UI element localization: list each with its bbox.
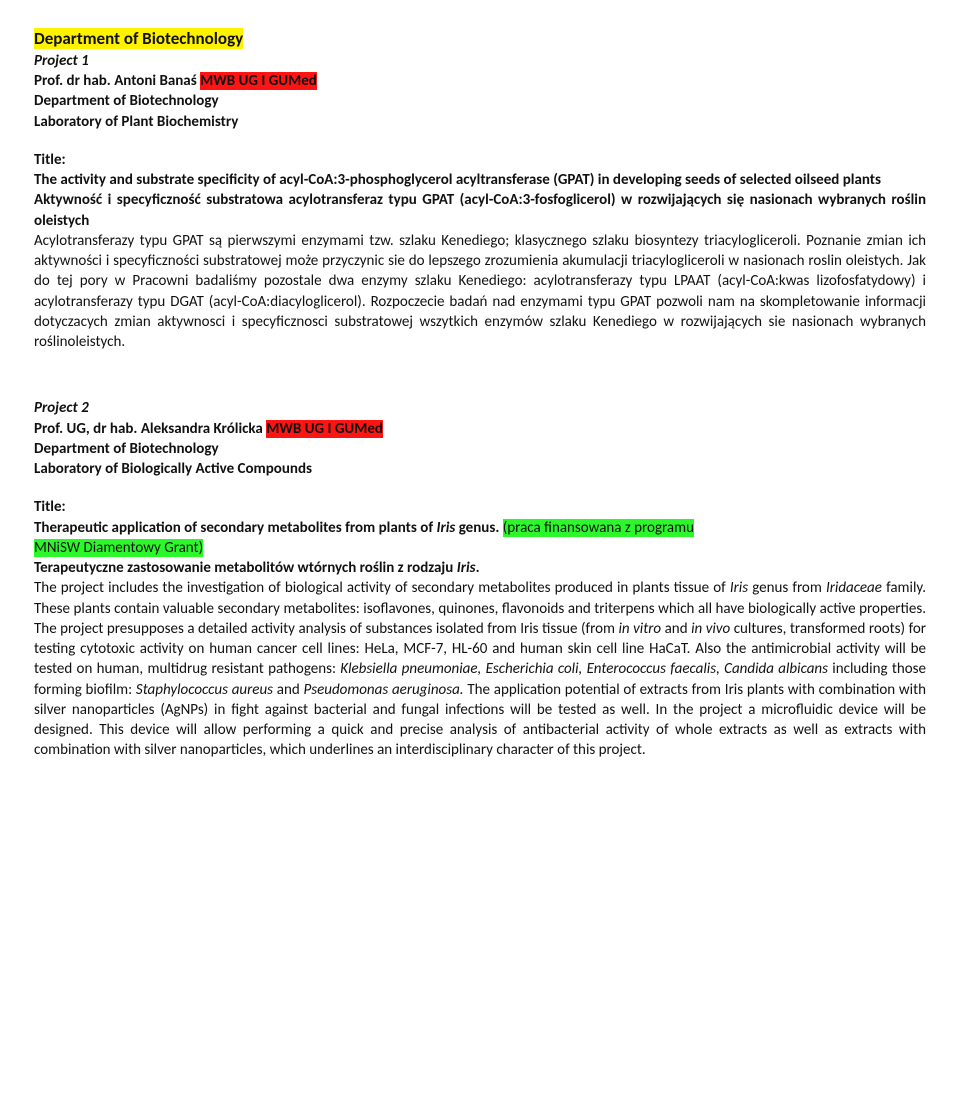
project-2-laboratory: Laboratory of Biologically Active Compou… [34,459,926,479]
title-en-text-pre: Therapeutic application of secondary met… [34,519,436,537]
project-2-heading: Project 2 [34,398,926,418]
funding-highlight-1: (praca finansowana z programu [503,519,694,537]
body-seg-7: and [273,681,303,699]
title-pl-iris: Iris [457,559,476,577]
project-1-laboratory: Laboratory of Plant Biochemistry [34,112,926,132]
title-pl-text-post: . [476,559,480,577]
page-title: Department of Biotechnology [34,28,926,51]
funding-highlight-2: MNiSW Diamentowy Grant) [34,539,203,557]
spacer [34,380,926,398]
project-1-professor: Prof. dr hab. Antoni Banaś MWB UG I GUMe… [34,71,926,91]
body-iridaceae: Iridaceae [826,579,882,597]
title-pl-text-pre: Terapeutyczne zastosowanie metabolitów w… [34,559,457,577]
body-seg-1: The project includes the investigation o… [34,579,730,597]
project-1-title-en: The activity and substrate specificity o… [34,170,926,190]
body-pathogens-1: Klebsiella pneumoniae, Escherichia coli,… [340,660,828,678]
project-1-professor-name: Prof. dr hab. Antoni Banaś [34,72,200,90]
funding-line-2: MNiSW Diamentowy Grant) [34,538,926,558]
project-2-professor-name: Prof. UG, dr hab. Aleksandra Królicka [34,420,266,438]
project-1-body: Acylotransferazy typu GPAT są pierwszymi… [34,231,926,353]
body-iris-1: Iris [730,579,748,597]
project-2-department: Department of Biotechnology [34,439,926,459]
body-in-vitro: in vitro [618,620,661,638]
project-2-body: The project includes the investigation o… [34,578,926,760]
project-1-heading: Project 1 [34,51,926,71]
project-2-title-en: Therapeutic application of secondary met… [34,518,926,538]
project-1-title-label: Title: [34,150,926,170]
page-title-text: Department of Biotechnology [34,28,243,49]
title-en-iris: Iris [436,519,455,537]
body-seg-4: and [661,620,691,638]
project-1-title-pl: Aktywność i specyficzność substratowa ac… [34,190,926,231]
project-2-affiliation-highlight: MWB UG I GUMed [266,420,383,438]
project-2-professor: Prof. UG, dr hab. Aleksandra Królicka MW… [34,419,926,439]
body-seg-2: genus from [748,579,826,597]
project-2-title-label: Title: [34,497,926,517]
project-1-affiliation-highlight: MWB UG I GUMed [200,72,317,90]
project-2-title-pl: Terapeutyczne zastosowanie metabolitów w… [34,558,926,578]
body-in-vivo: in vivo [691,620,730,638]
body-pathogens-2: Staphylococcus aureus [136,681,273,699]
project-1-department: Department of Biotechnology [34,91,926,111]
title-en-text-post: genus. [455,519,502,537]
body-pathogens-3: Pseudomonas aeruginosa. [303,681,463,699]
